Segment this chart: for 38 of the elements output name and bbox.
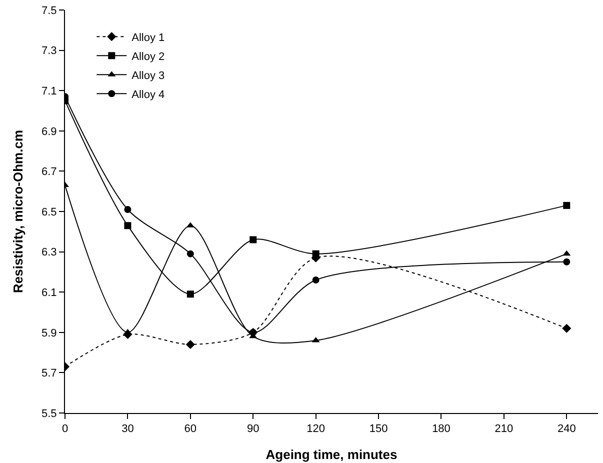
y-tick-label: 6.1 xyxy=(42,286,57,299)
point xyxy=(312,336,320,342)
legend-label: Alloy 4 xyxy=(132,88,165,101)
x-tick-label: 30 xyxy=(122,423,134,436)
y-tick-label: 5.7 xyxy=(42,368,57,380)
point xyxy=(563,202,570,209)
point xyxy=(124,206,132,213)
y-tick-label: 6.5 xyxy=(42,206,57,218)
y-tick-label: 7.1 xyxy=(42,85,57,98)
point xyxy=(250,236,257,244)
x-tick-label: 180 xyxy=(432,423,450,436)
x-tick-label: 210 xyxy=(494,423,514,436)
point xyxy=(562,324,572,333)
x-tick-label: 0 xyxy=(62,423,68,436)
point xyxy=(186,250,194,258)
legend-label: Alloy 1 xyxy=(132,32,165,44)
y-tick-label: 6.9 xyxy=(42,126,57,138)
y-tick-label: 5.5 xyxy=(42,408,57,420)
y-axis-title: Resistivity, micro-Ohm.cm xyxy=(10,130,26,294)
point xyxy=(124,222,132,230)
x-tick-label: 60 xyxy=(184,423,197,436)
legend-label: Alloy 3 xyxy=(132,70,165,82)
legend-label: Alloy 2 xyxy=(132,50,165,63)
x-axis-title: Ageing time, minutes xyxy=(266,446,398,462)
point xyxy=(563,258,570,266)
y-tick-label: 6.7 xyxy=(42,166,57,178)
point xyxy=(562,250,571,256)
y-tick-label: 7.5 xyxy=(42,4,57,17)
point xyxy=(312,276,320,284)
point xyxy=(186,340,195,350)
x-tick-label: 150 xyxy=(369,423,388,436)
y-tick-label: 5.9 xyxy=(42,327,57,340)
y-tick-label: 7.3 xyxy=(42,45,57,58)
x-tick-label: 90 xyxy=(246,423,260,436)
x-tick-label: 120 xyxy=(306,423,325,436)
y-tick-label: 6.3 xyxy=(42,246,57,259)
x-tick-label: 240 xyxy=(557,423,576,436)
point xyxy=(186,290,194,298)
